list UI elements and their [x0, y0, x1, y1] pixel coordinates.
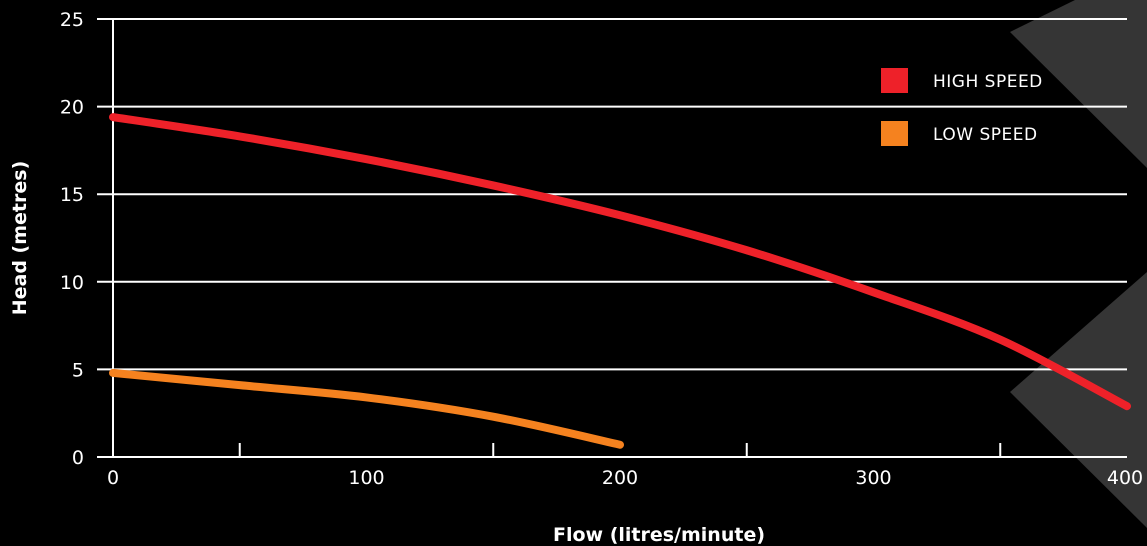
background-chevron-bottom	[1010, 392, 1147, 546]
y-tick-label-5: 5	[72, 359, 84, 381]
legend-label-0: HIGH SPEED	[933, 72, 1043, 92]
y-tick-label-20: 20	[60, 97, 84, 119]
y-axis-title: Head (metres)	[9, 161, 31, 316]
x-tick-label-300: 300	[855, 467, 891, 489]
series-line-0	[109, 113, 1131, 411]
series-line-1	[109, 368, 624, 449]
x-axis-title: Flow (litres/minute)	[553, 524, 765, 546]
x-tick-label-0: 0	[107, 467, 119, 489]
x-tick-label-200: 200	[602, 467, 638, 489]
x-tick-label-100: 100	[348, 467, 384, 489]
background-chevron-top	[1010, 0, 1075, 32]
background-chevron-middle	[1010, 32, 1147, 392]
y-tick-label-10: 10	[60, 272, 84, 294]
grid-lines	[97, 18, 1127, 371]
axes	[97, 19, 1127, 458]
tick-labels: 0 5 10 15 20 25 0 100 200 300 400	[60, 9, 1143, 489]
series-lines	[109, 113, 1131, 449]
x-tick-label-400: 400	[1107, 467, 1143, 489]
y-tick-label-15: 15	[60, 184, 84, 206]
background-band	[1010, 0, 1147, 546]
legend: HIGH SPEED LOW SPEED	[881, 68, 1043, 146]
legend-label-1: LOW SPEED	[933, 125, 1038, 145]
y-tick-label-0: 0	[72, 447, 84, 469]
legend-swatch-0	[881, 68, 908, 93]
legend-swatch-1	[881, 121, 908, 146]
y-tick-label-25: 25	[60, 9, 84, 31]
